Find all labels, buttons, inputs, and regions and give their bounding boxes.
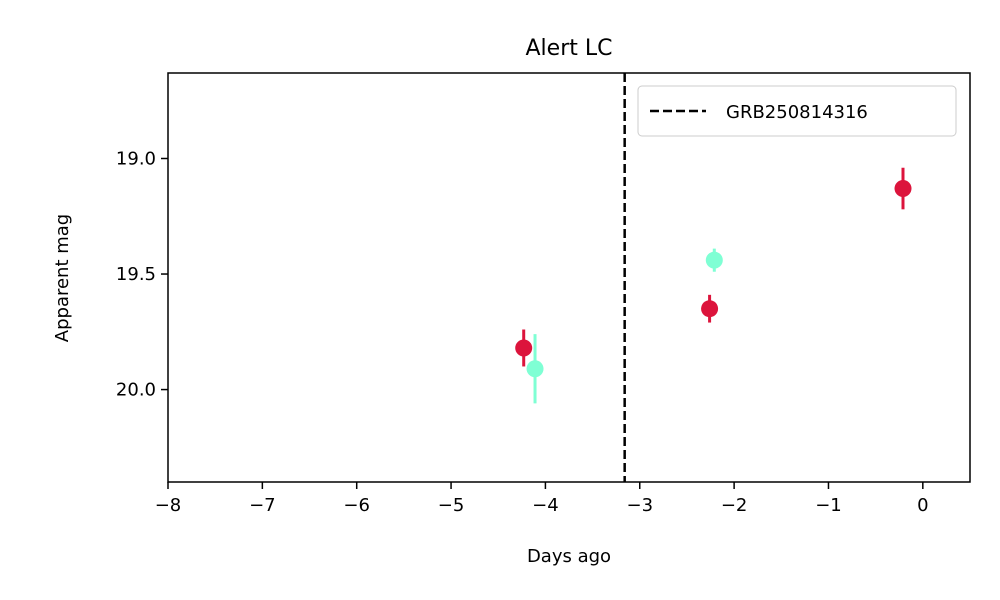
y-axis-label: Apparent mag [52,214,73,342]
data-point [701,300,719,318]
x-tick-label: −5 [438,495,465,516]
legend-box [637,85,957,137]
y-axis-ticks: 19.0 19.5 20.0 [116,148,168,401]
x-tick-label: −7 [249,495,276,516]
y-tick-label: 19.0 [116,148,156,169]
y-tick-label: 19.5 [116,264,156,285]
data-point [526,360,544,378]
x-tick-label: 0 [917,495,928,516]
x-tick-label: −4 [532,495,559,516]
x-axis-ticks: −8 −7 −6 −5 −4 −3 −2 −1 0 [155,482,929,516]
plot-marks [515,73,912,482]
data-point [894,180,912,198]
legend: GRB250814316 [637,85,957,137]
data-point [705,251,723,269]
y-tick-label: 20.0 [116,380,156,401]
chart-title: Alert LC [526,36,613,61]
legend-entry-label: GRB250814316 [726,102,868,123]
x-axis-label: Days ago [527,546,611,567]
x-tick-label: −8 [155,495,182,516]
data-point [515,339,533,357]
x-tick-label: −2 [721,495,748,516]
x-tick-label: −6 [343,495,370,516]
plot-frame [167,72,971,483]
x-tick-label: −3 [626,495,653,516]
x-tick-label: −1 [815,495,842,516]
